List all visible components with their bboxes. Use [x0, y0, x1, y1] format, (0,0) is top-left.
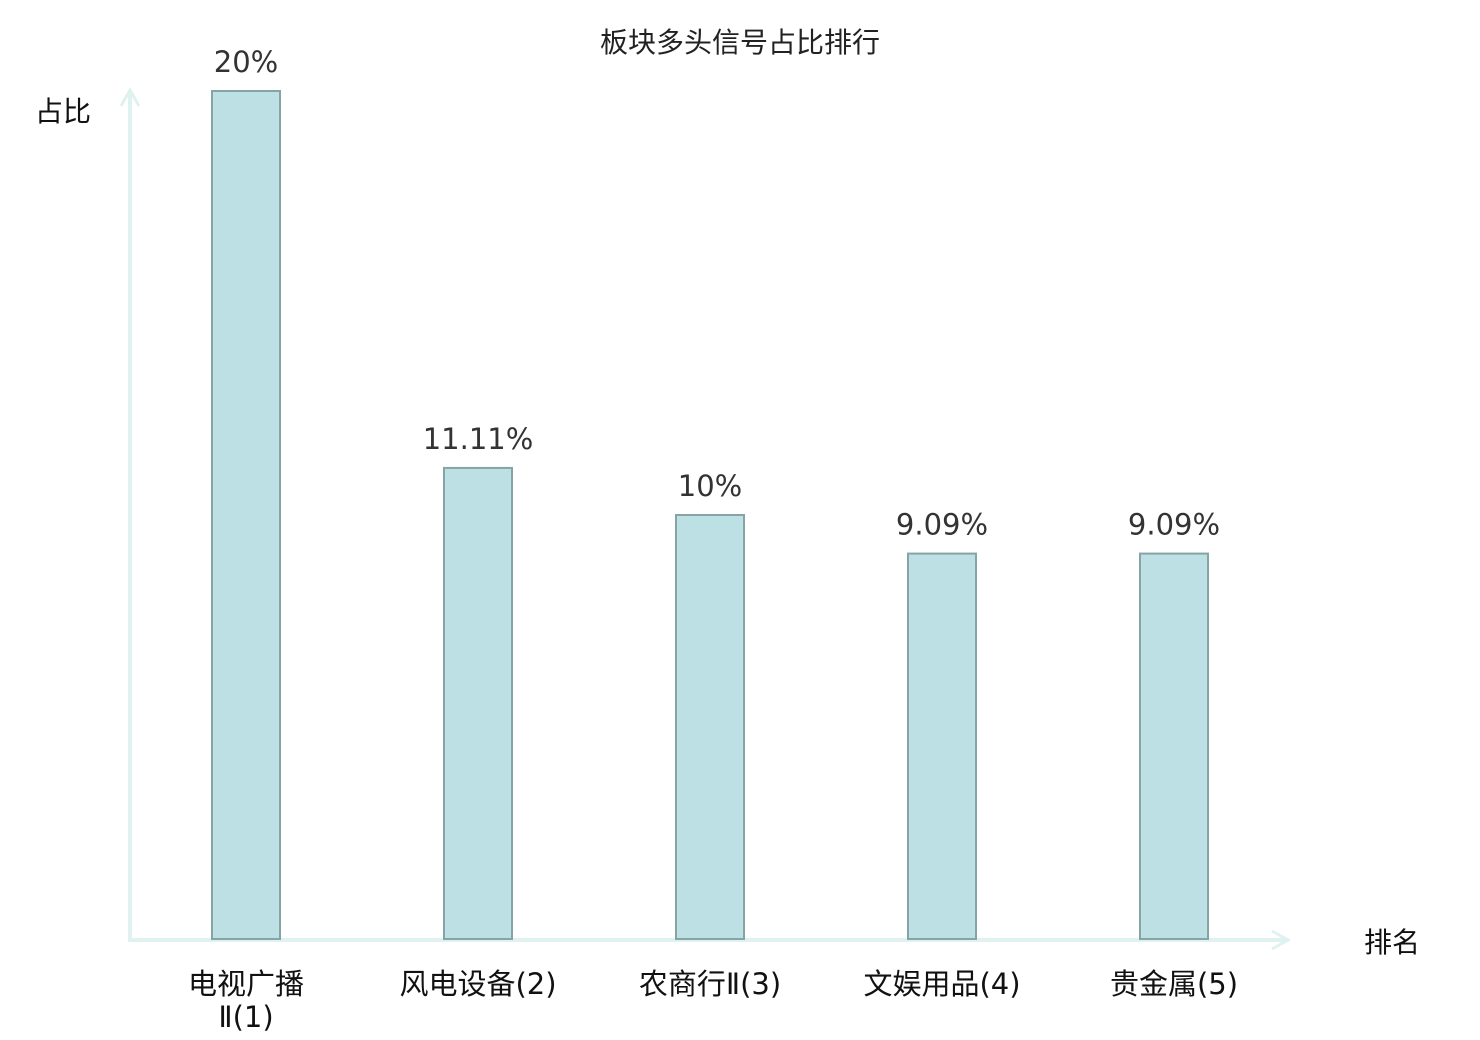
data-label: 20% [214, 45, 278, 79]
x-tick-label-line: 电视广播 [188, 967, 304, 1001]
data-label: 9.09% [1128, 508, 1220, 542]
data-label: 10% [678, 469, 742, 503]
x-tick-label-line: 贵金属(5) [1110, 967, 1238, 1001]
data-label: 9.09% [896, 508, 988, 542]
y-axis-arrow-icon [119, 86, 141, 107]
x-tick-label-line: 风电设备(2) [399, 967, 556, 1001]
bar [675, 514, 745, 940]
x-tick-label-line: Ⅱ(1) [218, 1000, 273, 1034]
x-tick-label: 贵金属(5) [1110, 967, 1238, 1001]
chart-title: 板块多头信号占比排行 [600, 26, 880, 59]
bar [907, 552, 977, 940]
x-tick-label: 农商行Ⅱ(3) [639, 967, 781, 1001]
x-axis-arrow-icon [1271, 929, 1292, 951]
x-tick-label-line: 农商行Ⅱ(3) [639, 967, 781, 1001]
bar [211, 90, 281, 940]
y-axis-label: 占比 [35, 95, 91, 128]
bar [1139, 552, 1209, 940]
x-tick-label-line: 文娱用品(4) [863, 967, 1020, 1001]
x-tick-label: 文娱用品(4) [863, 967, 1020, 1001]
bar [443, 466, 513, 940]
x-tick-label: 电视广播 Ⅱ(1) [188, 967, 304, 1034]
x-axis-label: 排名 [1364, 926, 1420, 959]
data-label: 11.11% [423, 422, 534, 456]
x-tick-label: 风电设备(2) [399, 967, 556, 1001]
